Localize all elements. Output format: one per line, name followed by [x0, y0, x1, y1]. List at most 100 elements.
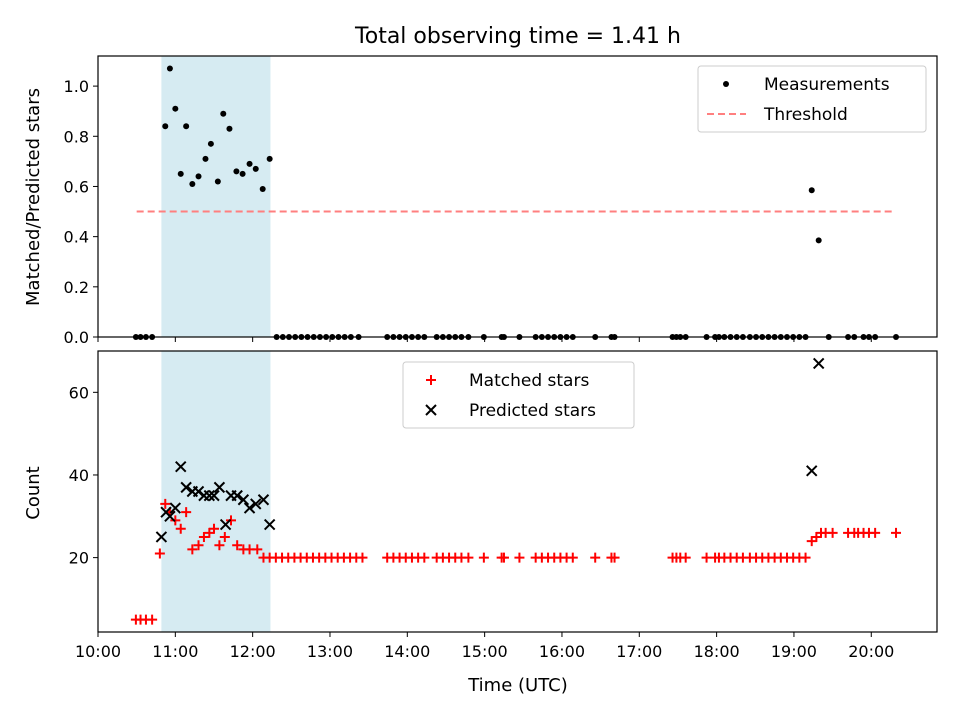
- predicted-stars-point: [219, 518, 232, 531]
- x-tick-label: 12:00: [230, 642, 276, 661]
- top-axes-frame: [97, 55, 938, 338]
- x-tick-label: 20:00: [848, 642, 894, 661]
- matched-stars-point: [181, 507, 192, 518]
- matched-stars-point: [463, 552, 474, 563]
- x-tick-label: 18:00: [694, 642, 740, 661]
- matched-stars-point: [175, 523, 186, 534]
- measurement-point: [166, 65, 173, 72]
- measurement-point: [207, 140, 214, 147]
- legend-measurements-swatch: [723, 81, 729, 87]
- predicted-stars-point: [155, 531, 168, 543]
- measurement-point: [239, 170, 246, 177]
- matched-stars-point: [800, 552, 811, 563]
- matched-stars-point: [891, 527, 902, 538]
- matched-stars-point: [193, 540, 204, 551]
- bottom-axes-frame: [97, 350, 938, 633]
- matched-stars-point: [870, 527, 881, 538]
- matched-stars-point: [701, 552, 712, 563]
- matched-stars-point: [609, 552, 620, 563]
- x-tick-label: 13:00: [307, 642, 353, 661]
- matched-stars-point: [154, 548, 165, 559]
- top-y-tick-label: 0.4: [64, 228, 89, 247]
- legend-box: [402, 361, 635, 429]
- top-observing-span: [161, 56, 271, 337]
- predicted-stars-point: [812, 357, 825, 370]
- plot-layer: 0.0 0.2 0.4 0.6 0.8 1.0 20 40 60 10:00 11:00 12:00 1…: [64, 55, 938, 661]
- predicted-stars-point: [237, 494, 250, 506]
- predicted-stars-point: [175, 460, 187, 473]
- measurement-point: [162, 123, 169, 130]
- predicted-stars-point: [257, 494, 270, 506]
- measurement-point: [214, 178, 221, 185]
- top-y-tick-label: 0.6: [64, 177, 89, 196]
- x-tick-label: 16:00: [539, 642, 585, 661]
- predicted-stars-point: [263, 518, 276, 531]
- predicted-stars-point: [213, 481, 226, 494]
- matched-stars-point: [827, 527, 838, 538]
- x-tick-label: 11:00: [152, 642, 198, 661]
- top-y-tick-label: 0.0: [64, 328, 89, 347]
- x-tick-label: 14:00: [384, 642, 430, 661]
- measurement-point: [226, 125, 233, 132]
- x-tick-label: 15:00: [462, 642, 508, 661]
- predicted-stars-point: [203, 489, 216, 502]
- measurement-point: [266, 155, 273, 162]
- measurement-point: [220, 110, 227, 117]
- predicted-stars-point: [806, 465, 818, 477]
- matched-stars-point: [160, 498, 171, 509]
- measurement-point: [233, 168, 240, 175]
- top-y-tick-label: 0.8: [64, 127, 89, 146]
- legend-matched-stars-swatch: [426, 375, 436, 385]
- predicted-stars-point: [164, 510, 176, 523]
- predicted-stars-point: [243, 502, 256, 514]
- matched-stars-point: [198, 531, 209, 542]
- measurement-point: [183, 123, 190, 130]
- matched-stars-point: [357, 552, 368, 563]
- predicted-stars-point: [180, 481, 192, 494]
- matched-stars-point: [478, 552, 489, 563]
- bottom-legend: Matched stars Predicted stars: [402, 361, 635, 429]
- x-tick-label: 17:00: [616, 642, 662, 661]
- x-tick-label: 10:00: [75, 642, 121, 661]
- bottom-y-tick-label: 40: [69, 466, 89, 485]
- predicted-stars-point: [231, 489, 243, 502]
- matched-stars-point: [187, 544, 198, 555]
- bottom-y-tick-label: 60: [69, 383, 89, 402]
- matched-stars-point: [590, 552, 601, 563]
- matched-stars-point: [680, 552, 691, 563]
- measurement-point: [815, 237, 822, 244]
- top-panel-y-axis-label: Matched/Predicted stars: [23, 88, 44, 306]
- matched-stars-point: [498, 552, 509, 563]
- matched-stars-point: [419, 552, 430, 563]
- legend-box: [697, 65, 927, 133]
- top-legend: Measurements Threshold: [697, 65, 927, 133]
- predicted-stars-point: [208, 489, 220, 502]
- bottom-y-tick-label: 20: [69, 549, 89, 568]
- top-y-tick-label: 0.2: [64, 278, 89, 297]
- x-axis-label: Time (UTC): [467, 675, 568, 696]
- predicted-stars-point: [250, 498, 262, 510]
- measurement-point: [808, 187, 815, 194]
- matched-stars-point: [232, 540, 243, 551]
- legend-label: Measurements: [764, 75, 890, 95]
- measurement-point: [246, 160, 253, 167]
- matched-stars-point: [567, 552, 578, 563]
- top-y-tick-label: 1.0: [64, 77, 89, 96]
- matched-stars-point: [214, 540, 225, 551]
- measurement-point: [189, 180, 196, 187]
- bottom-panel-y-axis-label: Count: [23, 466, 44, 519]
- matched-stars-point: [208, 523, 219, 534]
- matched-stars-point: [252, 544, 263, 555]
- x-tick-label: 19:00: [771, 642, 817, 661]
- measurement-point: [172, 105, 179, 112]
- matched-stars-point: [514, 552, 525, 563]
- measurement-point: [259, 185, 266, 192]
- matched-stars-point: [219, 531, 230, 542]
- predicted-stars-point: [169, 502, 182, 514]
- measurement-point: [177, 170, 184, 177]
- measurement-point: [252, 165, 259, 172]
- legend-label: Threshold: [763, 105, 848, 125]
- legend-label: Predicted stars: [469, 401, 596, 421]
